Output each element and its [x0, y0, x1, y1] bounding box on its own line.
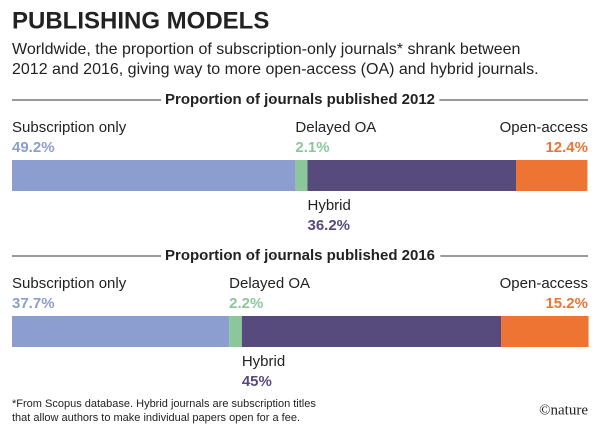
series-label: Delayed OA [295, 119, 376, 136]
series-label: Open-access [500, 119, 588, 136]
value-label: 45% [242, 373, 272, 390]
bar-title: Proportion of journals published 2016 [165, 247, 435, 264]
value-label: 2.2% [229, 295, 263, 312]
bar-segment [12, 316, 230, 347]
title: PUBLISHING MODELS [12, 7, 269, 34]
series-label: Hybrid [242, 353, 285, 370]
series-label: Hybrid [307, 197, 350, 214]
series-label: Delayed OA [229, 275, 310, 292]
value-label: 49.2% [12, 139, 55, 156]
subtitle: 2012 and 2016, giving way to more open-a… [12, 61, 539, 78]
bar-segment [12, 160, 296, 191]
footnote: that allow authors to make individual pa… [12, 412, 300, 424]
value-label: 2.1% [295, 139, 329, 156]
value-label: 36.2% [307, 217, 350, 234]
value-label: 15.2% [545, 295, 588, 312]
value-label: 37.7% [12, 295, 55, 312]
series-label: Subscription only [12, 275, 127, 292]
value-label: 12.4% [545, 139, 588, 156]
credit: ©nature [539, 402, 588, 418]
bar-segment [229, 316, 242, 347]
bar-segment [307, 160, 516, 191]
series-label: Open-access [500, 275, 588, 292]
bar-segment [241, 316, 502, 347]
bar-segment [516, 160, 588, 191]
footnote: *From Scopus database. Hybrid journals a… [12, 398, 316, 410]
bar-segment [501, 316, 589, 347]
bar-segment [295, 160, 308, 191]
subtitle: Worldwide, the proportion of subscriptio… [12, 41, 520, 58]
bar-title: Proportion of journals published 2012 [165, 91, 435, 108]
series-label: Subscription only [12, 119, 127, 136]
